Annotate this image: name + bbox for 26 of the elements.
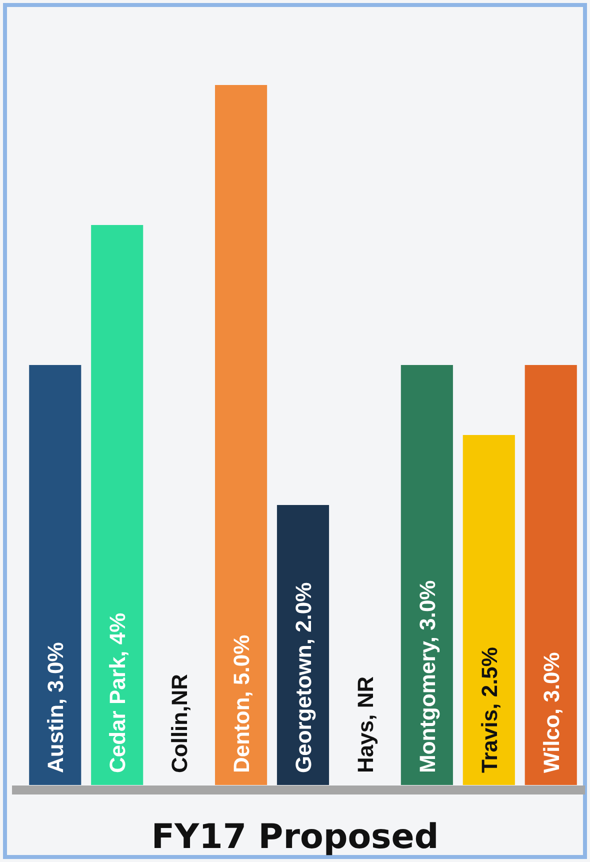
x-tick-label: Collin bbox=[166, 712, 192, 773]
bar bbox=[91, 225, 144, 785]
x-tick-label: Wilco bbox=[538, 714, 564, 773]
x-tick-label: Georgetown bbox=[290, 644, 316, 773]
data-label: , 2.0% bbox=[290, 582, 316, 645]
bar bbox=[215, 85, 268, 785]
x-tick-label: Travis bbox=[476, 709, 502, 773]
data-label: , 3.0% bbox=[42, 642, 68, 705]
bar bbox=[29, 365, 82, 785]
bar bbox=[400, 365, 453, 785]
x-tick-label: Denton bbox=[228, 697, 254, 773]
x-tick-label: Montgomery bbox=[414, 640, 440, 773]
x-tick-label: Hays bbox=[352, 720, 378, 773]
x-tick-label: Cedar Park bbox=[104, 656, 130, 773]
bar bbox=[276, 505, 330, 785]
text: , NR bbox=[352, 676, 378, 720]
data-label: , 4% bbox=[104, 612, 130, 657]
text: ,NR bbox=[166, 674, 192, 712]
data-label: , 3.0% bbox=[538, 652, 564, 715]
data-label: , 5.0% bbox=[228, 634, 254, 698]
text: FY17 Proposed bbox=[151, 817, 439, 857]
bar bbox=[462, 435, 515, 785]
data-label: , 3.0% bbox=[414, 580, 440, 643]
data-label: , 2.5% bbox=[476, 647, 502, 710]
x-tick-label: Austin bbox=[42, 704, 68, 773]
bar bbox=[524, 365, 577, 785]
